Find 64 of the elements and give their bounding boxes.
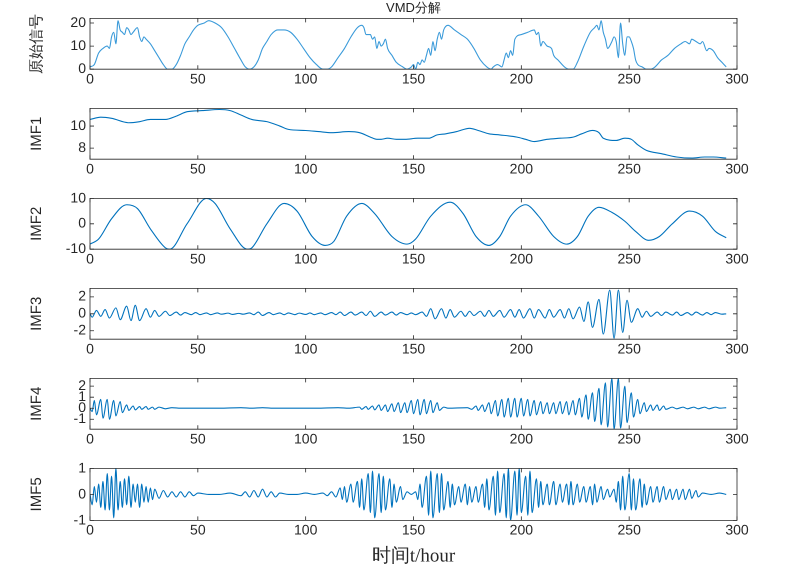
x-tick-label: 50 [190, 430, 206, 446]
y-axis-title: 原始信号 [28, 14, 46, 74]
x-tick-label: 200 [510, 340, 534, 356]
x-tick-label: 300 [725, 430, 749, 446]
x-tick-label: 150 [402, 250, 426, 266]
x-tick-label: 250 [617, 430, 642, 446]
line-series [90, 108, 727, 159]
x-tick-label: 300 [725, 340, 749, 356]
line-series [90, 290, 727, 339]
x-tick-label: 250 [617, 522, 642, 538]
y-tick-label: 0 [78, 214, 86, 231]
x-tick-label: 50 [190, 250, 206, 266]
y-tick-label: 10 [70, 116, 86, 133]
x-tick-label: 250 [617, 160, 642, 176]
x-tick-label: 300 [725, 250, 749, 266]
x-tick-label: 50 [190, 340, 206, 356]
y-tick-label: -1 [74, 511, 86, 528]
x-axis-title: 时间t/hour [372, 546, 456, 567]
x-tick-label: 100 [294, 522, 318, 538]
x-tick-label: 150 [402, 340, 426, 356]
y-tick-label: 10 [70, 36, 86, 53]
x-tick-label: 200 [510, 430, 534, 446]
x-tick-label: 50 [190, 70, 206, 86]
y-tick-label: 2 [78, 288, 86, 304]
y-tick-label: -2 [74, 322, 86, 338]
y-axis-title: IMF1 [28, 116, 46, 151]
x-tick-label: 150 [402, 522, 426, 538]
x-tick-label: 50 [190, 522, 206, 538]
line-series [90, 20, 727, 70]
y-tick-label: 1 [78, 459, 86, 476]
x-tick-label: 100 [294, 340, 318, 356]
y-tick-label: 10 [70, 189, 86, 206]
x-tick-label: 300 [725, 70, 749, 86]
x-tick-label: 200 [510, 250, 534, 266]
y-tick-label: -10 [66, 240, 86, 256]
x-tick-label: 250 [617, 340, 642, 356]
x-tick-label: 100 [294, 160, 318, 176]
line-series [90, 198, 727, 250]
x-tick-label: 300 [725, 160, 749, 176]
x-tick-label: 100 [294, 430, 318, 446]
line-series [90, 468, 727, 520]
y-tick-label: 20 [70, 14, 86, 30]
line-series [90, 378, 727, 430]
y-axis-title: IMF4 [28, 386, 46, 421]
x-tick-label: 250 [617, 250, 642, 266]
x-tick-label: 250 [617, 70, 642, 86]
x-tick-label: 150 [402, 430, 426, 446]
x-tick-label: 100 [294, 250, 318, 266]
x-tick-label: 150 [402, 160, 426, 176]
y-tick-label: 0 [78, 485, 86, 502]
x-tick-label: 200 [510, 160, 534, 176]
y-axis-title: IMF5 [28, 477, 46, 512]
y-axis-title: IMF2 [28, 206, 46, 241]
x-tick-label: 200 [510, 70, 534, 86]
y-tick-label: 8 [78, 139, 86, 156]
y-tick-label: 0 [78, 60, 86, 76]
x-tick-label: 150 [402, 70, 426, 86]
y-tick-label: 0 [78, 304, 86, 321]
x-tick-label: 50 [190, 160, 206, 176]
x-tick-label: 100 [294, 70, 318, 86]
x-tick-label: 300 [725, 522, 749, 538]
chart-title: VMD分解 [385, 0, 442, 15]
y-axis-title: IMF3 [28, 296, 46, 331]
x-tick-label: 200 [510, 522, 534, 538]
